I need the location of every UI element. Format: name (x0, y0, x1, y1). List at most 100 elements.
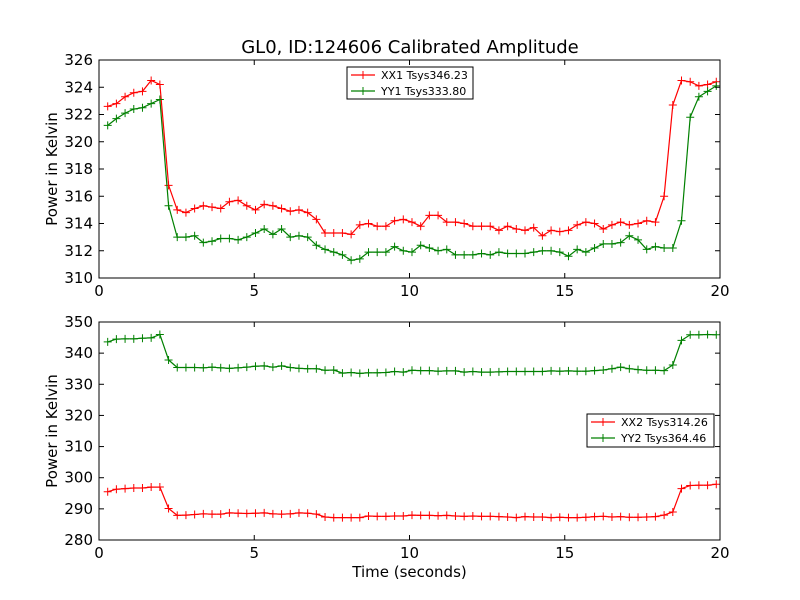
data-point (407, 248, 416, 257)
x-tick-label: 0 (94, 282, 104, 300)
data-point (590, 512, 599, 521)
data-point (329, 513, 338, 522)
y-tick-label: 290 (64, 500, 93, 518)
x-tick-label: 20 (710, 544, 729, 562)
data-point (390, 367, 399, 376)
data-point (268, 363, 277, 372)
data-point (312, 364, 321, 373)
data-point (251, 229, 260, 238)
data-point (268, 201, 277, 210)
data-point (208, 510, 217, 519)
data-point (181, 511, 190, 520)
x-tick-label: 10 (400, 282, 419, 300)
data-point (234, 235, 243, 244)
data-point (260, 224, 269, 233)
data-point (694, 92, 703, 101)
data-point (234, 509, 243, 518)
data-point (381, 222, 390, 231)
data-point (686, 113, 695, 122)
data-point (425, 244, 434, 253)
x-tick-label: 10 (400, 544, 419, 562)
data-point (242, 363, 251, 372)
legend-label: YY2 Tsys364.46 (620, 432, 706, 445)
data-point (677, 76, 686, 85)
y-tick-label: 340 (64, 344, 93, 362)
legend-marker (359, 71, 367, 79)
data-point (434, 246, 443, 255)
data-point (703, 330, 712, 339)
data-point (694, 481, 703, 490)
data-point (277, 224, 286, 233)
data-point (425, 366, 434, 375)
data-point (103, 337, 112, 346)
data-point (355, 513, 364, 522)
data-point (216, 510, 225, 519)
data-point (399, 512, 408, 521)
data-point (138, 87, 147, 96)
top-panel: 0 5 10 15 20 310 312 314 316 318 320 322 324 326 Power… (43, 51, 730, 300)
data-point (425, 511, 434, 520)
data-point (208, 203, 217, 212)
data-point (442, 511, 451, 520)
data-point (303, 233, 312, 242)
data-point (538, 512, 547, 521)
data-point (468, 222, 477, 231)
data-point (155, 483, 164, 492)
data-point (147, 483, 156, 492)
data-point (173, 205, 182, 214)
y-tick-label: 310 (64, 438, 93, 456)
data-point (190, 363, 199, 372)
data-point (512, 513, 521, 522)
y-tick-label: 280 (64, 531, 93, 549)
y-tick-label: 314 (64, 215, 93, 233)
y-tick-label: 318 (64, 160, 93, 178)
data-point (225, 508, 234, 517)
data-point (634, 513, 643, 522)
data-point (642, 245, 651, 254)
data-point (416, 366, 425, 375)
data-point (503, 249, 512, 258)
data-point (173, 233, 182, 242)
legend-box (586, 413, 715, 448)
y-tick-label: 320 (64, 133, 93, 151)
data-point (521, 249, 530, 258)
legend-label: XX2 Tsys314.26 (621, 416, 708, 429)
data-point (381, 368, 390, 377)
chart-title: GL0, ID:124606 Calibrated Amplitude (241, 37, 579, 58)
y-tick-label: 324 (64, 78, 93, 96)
data-point (208, 363, 217, 372)
data-point (607, 364, 616, 373)
data-point (477, 368, 486, 377)
data-point (329, 365, 338, 374)
legend: XX1 Tsys346.23 YY1 Tsys333.80 (346, 66, 474, 100)
data-point (460, 250, 469, 259)
data-point (573, 513, 582, 522)
data-point (286, 509, 295, 518)
data-point (529, 512, 538, 521)
data-point (712, 81, 721, 90)
data-point (451, 366, 460, 375)
data-point (599, 239, 608, 248)
data-point (355, 220, 364, 229)
data-point (112, 485, 121, 494)
data-point (486, 512, 495, 521)
data-point (634, 219, 643, 228)
data-point (416, 222, 425, 231)
data-point (338, 229, 347, 238)
data-point (321, 229, 330, 238)
data-point (442, 245, 451, 254)
x-tick-label: 15 (555, 282, 574, 300)
data-point (503, 367, 512, 376)
y-axis-label: Power in Kelvin (43, 112, 61, 226)
data-point (251, 205, 260, 214)
data-point (451, 512, 460, 521)
data-point (399, 368, 408, 377)
data-point (208, 237, 217, 246)
data-point (355, 254, 364, 263)
data-point (538, 231, 547, 240)
data-point (303, 208, 312, 217)
data-point (321, 245, 330, 254)
data-point (103, 487, 112, 496)
data-point (225, 364, 234, 373)
data-point (486, 368, 495, 377)
